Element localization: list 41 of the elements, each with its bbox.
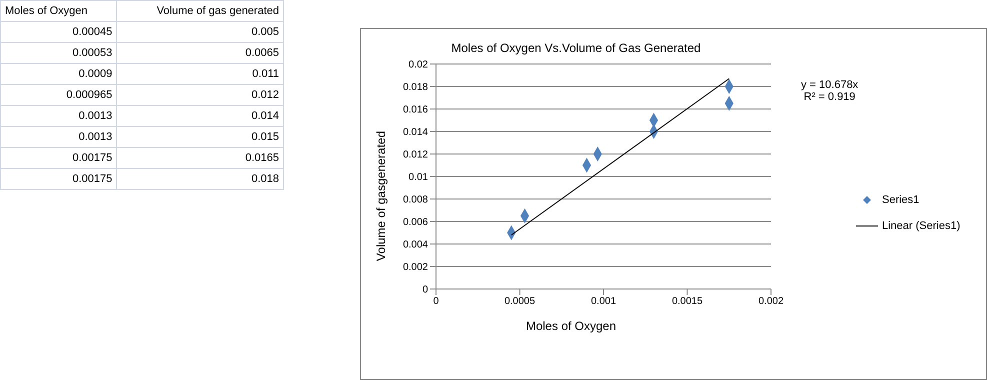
text: 0.005 bbox=[116, 22, 284, 42]
text: 0.00045 bbox=[0, 22, 117, 42]
text: 0.0065 bbox=[116, 42, 284, 64]
y-tick-label: 0 bbox=[422, 284, 428, 296]
y-tick-label: 0.004 bbox=[402, 240, 428, 251]
text: 0.00175 bbox=[0, 148, 117, 168]
text: 0.014 bbox=[116, 106, 284, 126]
x-tick-label: 0.001 bbox=[590, 296, 616, 308]
y-tick-label: 0.018 bbox=[402, 82, 428, 94]
x-tick-label: 0 bbox=[433, 296, 440, 308]
y-tick-label: 0.02 bbox=[408, 60, 428, 71]
legend-label: Series1 bbox=[881, 194, 920, 206]
text: 0.0013 bbox=[0, 106, 117, 126]
chart-title: Moles of Oxygen Vs.Volume of Gas Generated bbox=[450, 41, 702, 55]
y-tick-label: 0.002 bbox=[402, 262, 428, 274]
x-tick-label: 0.002 bbox=[758, 296, 784, 308]
y-tick-label: 0.006 bbox=[402, 217, 428, 228]
x-tick-label: 0.0005 bbox=[504, 296, 536, 308]
text: Volume of gas generated bbox=[116, 0, 284, 22]
y-tick-label: 0.01 bbox=[408, 172, 428, 184]
y-tick-label: 0.016 bbox=[402, 104, 428, 116]
x-axis-title: Moles of Oxygen bbox=[524, 319, 618, 333]
text: 0.00175 bbox=[0, 168, 117, 190]
text: y = 10.678x bbox=[801, 79, 858, 91]
x-tick-label: 0.0015 bbox=[672, 296, 703, 308]
text: 0.0165 bbox=[116, 148, 284, 168]
text: 0.000965 bbox=[0, 84, 117, 106]
y-axis-title: Volume of gasgenerated bbox=[374, 130, 388, 264]
text: 0.015 bbox=[116, 126, 284, 148]
text: R² = 0.919 bbox=[802, 91, 856, 103]
text: 0.00053 bbox=[0, 42, 117, 64]
y-tick-label: 0.012 bbox=[402, 150, 428, 161]
text: 0.0009 bbox=[0, 64, 117, 84]
legend-label: Linear (Series1) bbox=[881, 220, 960, 232]
y-tick-label: 0.008 bbox=[402, 194, 428, 206]
text: Moles of Oxygen bbox=[0, 0, 117, 22]
text: 0.018 bbox=[116, 168, 284, 190]
text: 0.0013 bbox=[0, 126, 117, 148]
text: 0.011 bbox=[116, 64, 284, 84]
y-tick-label: 0.014 bbox=[402, 127, 428, 138]
text: 0.012 bbox=[116, 84, 284, 106]
